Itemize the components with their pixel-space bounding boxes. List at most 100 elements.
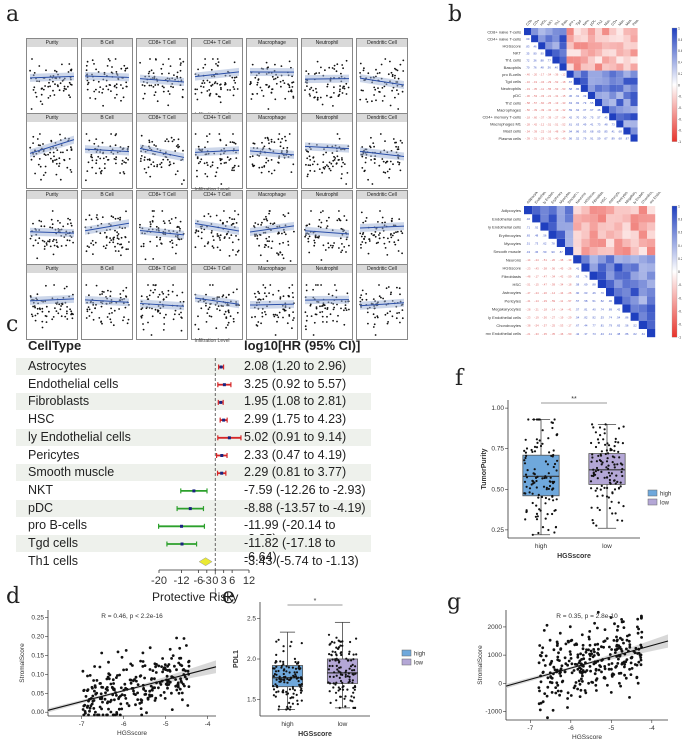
box-point <box>279 660 282 663</box>
mini-point <box>304 311 307 314</box>
mini-point <box>195 230 198 232</box>
mini-point <box>94 97 97 100</box>
scatter-point <box>595 677 599 680</box>
mini-point <box>45 321 48 323</box>
mini-point <box>179 227 181 230</box>
scatter-point <box>115 676 118 679</box>
mini-point <box>85 317 88 319</box>
heatmap-coef: -.41 <box>526 299 531 303</box>
scatter-point <box>615 664 618 668</box>
box-point <box>608 478 611 482</box>
mini-point <box>158 293 161 296</box>
mini-point <box>266 240 269 242</box>
heatmap-cell <box>597 263 606 272</box>
box-point <box>605 476 609 479</box>
scatter-point <box>556 683 560 687</box>
mini-point <box>150 163 153 166</box>
mini-point <box>206 312 209 314</box>
heatmap-coef: -.28 <box>526 307 531 311</box>
box-point <box>613 466 616 469</box>
mini-point <box>112 238 115 241</box>
heatmap-row-label: Macrophages <box>497 107 521 112</box>
mini-point <box>68 94 70 97</box>
mini-point <box>251 93 254 95</box>
box-point <box>328 690 331 693</box>
mini-point <box>384 140 386 142</box>
scatter-point <box>588 630 592 633</box>
heatmap-row-label: Neutrophils <box>501 86 521 91</box>
heatmap-row-label: pDC <box>513 93 521 98</box>
box-point <box>277 638 280 641</box>
mini-point <box>115 83 118 86</box>
heatmap-cell <box>573 28 581 36</box>
scatter-point <box>607 667 611 671</box>
colorbar-tick: 0.2 <box>678 72 682 76</box>
heatmap-coef: .91 <box>575 94 579 98</box>
forest-row-value: -3.43 (-5.74 to -1.13) <box>244 553 359 568</box>
heatmap-cell <box>559 49 567 57</box>
mini-point <box>326 315 328 318</box>
mini-point <box>381 87 384 89</box>
mini-point <box>148 141 151 144</box>
mini-point <box>29 69 31 72</box>
scatter-point <box>98 665 102 669</box>
mini-point <box>32 222 34 225</box>
scatter-point <box>593 621 596 625</box>
box-point <box>327 668 330 671</box>
y-tick-label: 0.05 <box>31 690 44 697</box>
mini-scatter-points <box>302 47 352 113</box>
mini-point <box>336 219 339 222</box>
scatter-point <box>603 665 607 668</box>
heatmap-cell <box>589 238 598 247</box>
mini-point <box>327 242 330 245</box>
heatmap-cell <box>623 127 631 135</box>
heatmap-coef: .92 <box>534 225 538 229</box>
mini-point <box>315 284 317 286</box>
mini-point <box>61 303 64 306</box>
heatmap-cell <box>622 304 631 313</box>
box-point <box>553 531 556 534</box>
mini-point <box>169 240 172 243</box>
mini-point <box>52 253 55 256</box>
heatmap-cell <box>622 238 631 247</box>
box-point <box>338 666 341 669</box>
heatmap-cell <box>630 255 639 264</box>
heatmap-coef: -.53 <box>554 87 559 91</box>
mini-point <box>279 80 282 83</box>
box-point <box>328 664 331 668</box>
mini-point <box>50 218 53 221</box>
mini-point <box>219 101 222 104</box>
scatter-point <box>89 704 93 708</box>
box-point <box>589 480 593 483</box>
mini-point <box>108 312 111 315</box>
mini-point <box>281 232 283 235</box>
scatter-point <box>575 663 579 666</box>
heatmap-coef: -.51 <box>526 283 531 287</box>
mini-point <box>377 87 379 89</box>
mini-point <box>147 166 150 169</box>
mini-point <box>237 238 240 241</box>
mini-point <box>204 63 207 66</box>
heatmap-cell <box>616 63 624 71</box>
mini-point <box>105 235 108 238</box>
mini-point <box>274 313 277 316</box>
mini-point <box>66 149 68 152</box>
mini-point <box>389 104 392 107</box>
mini-point <box>39 133 41 135</box>
heatmap-cell <box>606 288 615 297</box>
mini-point <box>203 82 206 84</box>
mini-point <box>217 95 220 98</box>
heatmap-coef: -.23 <box>526 316 531 320</box>
scatter-point <box>623 665 626 669</box>
heatmap-cell <box>531 35 539 43</box>
box-point <box>553 480 556 483</box>
box-point <box>619 481 622 484</box>
heatmap-coef: -.52 <box>561 122 566 126</box>
mini-point <box>287 294 290 297</box>
mini-point <box>140 155 143 157</box>
mini-point <box>148 139 151 142</box>
box-point <box>524 438 527 441</box>
heatmap-cell <box>595 28 603 36</box>
scatter-point <box>619 684 622 688</box>
mini-point <box>399 169 402 172</box>
